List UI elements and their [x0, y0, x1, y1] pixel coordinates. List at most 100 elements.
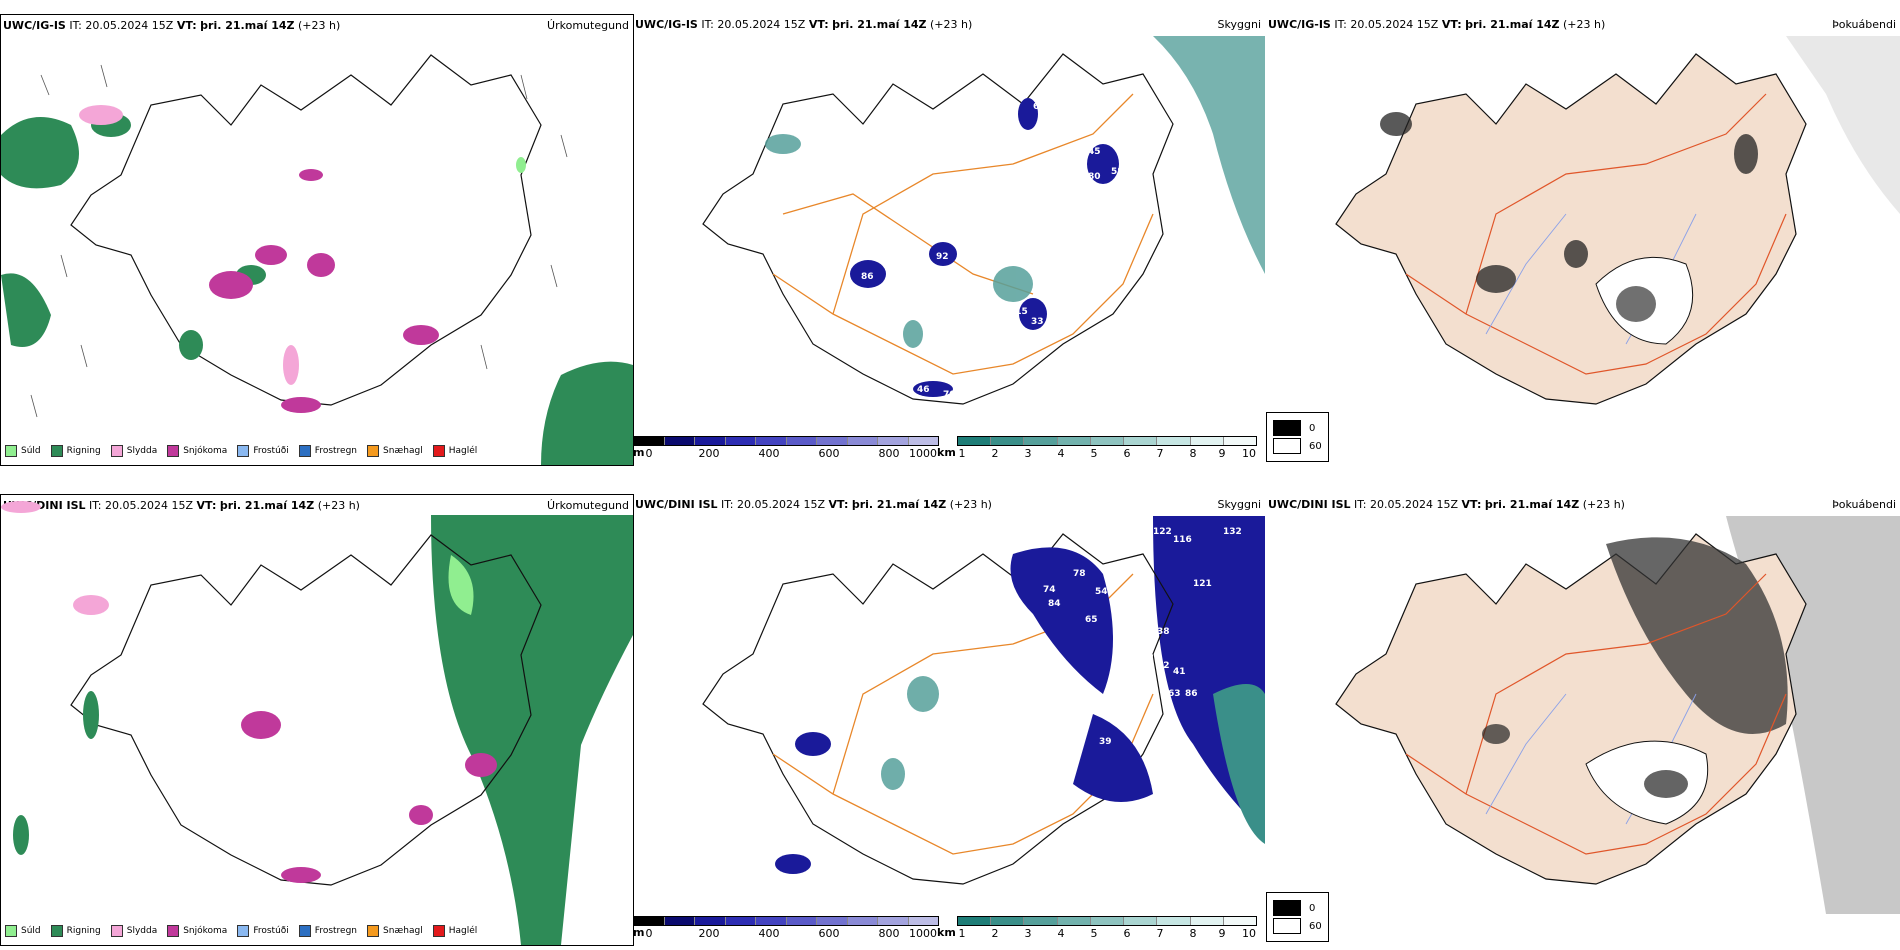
cloud-label: 43 — [1143, 683, 1156, 693]
legend-item: Frostregn — [298, 925, 357, 937]
legend-item: Rigning — [50, 925, 101, 937]
cloud-label: 46 — [917, 385, 930, 395]
tick-label: 6 — [1123, 447, 1131, 460]
fog-legend-item: 60 — [1273, 438, 1322, 454]
cloud-label: 56 — [1141, 669, 1154, 679]
cloud-label: 23 — [693, 237, 706, 247]
cloud-label: 96 — [1125, 613, 1138, 623]
ceiling-colorbar — [633, 436, 939, 446]
cloud-map: 122 116 132 349 78 74 84 54 55 65 121 96… — [702, 516, 1265, 885]
legend-item: Súld — [5, 925, 41, 937]
legend-swatch — [298, 445, 311, 457]
tick-label: 2 — [991, 447, 999, 460]
panel-header: UWC/DINI ISL IT: 20.05.2024 15Z VT: þri.… — [635, 498, 992, 511]
legend-swatch — [5, 445, 17, 457]
tick-label: 2 — [991, 927, 999, 940]
cloud-label: 14 — [1111, 272, 1124, 282]
cloud-panel-row1: UWC/IG-IS IT: 20.05.2024 15Z VT: þri. 21… — [633, 14, 1265, 464]
cloud-label: 67 — [1038, 335, 1051, 345]
cloud-label: 74 — [1043, 585, 1056, 595]
tick-label: 1 — [958, 447, 966, 460]
cloud-label: 122 — [1153, 527, 1172, 537]
tick-label: 800 — [878, 927, 900, 940]
visibility-scale: 1 2 3 4 5 6 7 8 9 10 km — [937, 916, 1257, 940]
cloud-label: 38 — [1157, 627, 1170, 637]
legend-item: Súld — [5, 445, 41, 457]
visibility-scale: 1 2 3 4 5 6 7 8 9 10 km — [937, 436, 1257, 460]
legend-swatch — [298, 925, 311, 937]
cloud-label: 167 — [1023, 757, 1042, 767]
ceiling-scale: 0 200 400 600 800 1000 m — [633, 916, 939, 940]
panel-title: Þokuábendi — [1832, 18, 1896, 31]
legend-swatch — [110, 925, 123, 937]
cloud-panel-row2: UWC/DINI ISL IT: 20.05.2024 15Z VT: þri.… — [633, 494, 1265, 944]
panel-title: Úrkomutegund — [547, 499, 629, 512]
cloud-label: 90 — [938, 862, 951, 872]
precip-legend: Súld Rigning Slydda Snjókoma Frostúði Fr… — [5, 925, 477, 937]
legend-swatch — [367, 925, 380, 937]
cloud-value-labels: 122 116 132 349 78 74 84 54 55 65 121 96… — [871, 527, 1242, 872]
visibility-unit: km — [937, 446, 956, 459]
cloud-label: 92 — [936, 252, 949, 262]
legend-swatch — [1273, 900, 1301, 916]
cloud-label: 215 — [1009, 307, 1028, 317]
legend-item: Frostregn — [298, 445, 357, 457]
cloud-label: 146 — [943, 719, 962, 729]
cloud-label: 57 — [1141, 619, 1154, 629]
tick-label: 400 — [758, 927, 780, 940]
legend-swatch — [50, 445, 63, 457]
tick-label: 200 — [698, 447, 720, 460]
cloud-label: 70 — [943, 390, 956, 400]
legend-swatch — [50, 925, 63, 937]
legend-item: Snæhagl — [367, 445, 423, 457]
cloud-label: 27 — [1133, 633, 1146, 643]
legend-swatch — [110, 445, 123, 457]
cloud-value-labels: 60 71 92 86 14 46 70 215 33 67 80 45 58 … — [693, 102, 1124, 400]
panel-header: UWC/IG-IS IT: 20.05.2024 15Z VT: þri. 21… — [3, 19, 341, 32]
tick-label: 1000 — [909, 447, 937, 460]
panel-title: Þokuábendi — [1832, 498, 1896, 511]
cloud-label: 86 — [861, 272, 874, 282]
ceiling-unit: m — [633, 446, 645, 459]
legend-item: Haglél — [432, 925, 477, 937]
tick-label: 1000 — [909, 927, 937, 940]
legend-item: Frostúði — [237, 445, 289, 457]
cloud-label: 60 — [1033, 102, 1046, 112]
tick-label: 5 — [1090, 447, 1098, 460]
cloud-label: 65 — [1085, 615, 1098, 625]
legend-swatch — [367, 445, 380, 457]
tick-label: 3 — [1024, 927, 1032, 940]
legend-item: Slydda — [110, 925, 157, 937]
cloud-label: 26 — [1141, 651, 1154, 661]
fog-panel-row1: UWC/IG-IS IT: 20.05.2024 15Z VT: þri. 21… — [1266, 14, 1900, 464]
ceiling-scale: 0 200 400 600 800 1000 m — [633, 436, 939, 460]
tick-label: 1 — [958, 927, 966, 940]
tick-label: 5 — [1090, 927, 1098, 940]
fog-legend-row1: 0 60 — [1266, 412, 1329, 462]
legend-swatch — [167, 925, 180, 937]
visibility-colorbar — [957, 436, 1257, 446]
fog-legend-item: 0 — [1273, 420, 1322, 436]
visibility-unit: km — [937, 926, 956, 939]
tick-label: 10 — [1242, 447, 1256, 460]
precip-map — [1, 54, 633, 465]
panel-header: UWC/IG-IS IT: 20.05.2024 15Z VT: þri. 21… — [635, 18, 973, 31]
cloud-map: 60 71 92 86 14 46 70 215 33 67 80 45 58 … — [693, 36, 1265, 405]
tick-label: 3 — [1024, 447, 1032, 460]
legend-item: Rigning — [50, 445, 101, 457]
cloud-label: 45 — [1088, 147, 1101, 157]
cloud-label: 58 — [1111, 167, 1124, 177]
tick-label: 7 — [1156, 927, 1164, 940]
precip-map — [1, 501, 633, 945]
tick-label: 4 — [1057, 447, 1065, 460]
fog-panel-row2: UWC/DINI ISL IT: 20.05.2024 15Z VT: þri.… — [1266, 494, 1900, 944]
legend-item: Slydda — [110, 445, 157, 457]
cloud-label: 102 — [871, 732, 890, 742]
cloud-label: 61 — [919, 347, 932, 357]
fog-map — [1335, 36, 1900, 405]
panel-title: Skyggni — [1217, 498, 1261, 511]
cloud-label: 39 — [1099, 737, 1112, 747]
tick-label: 200 — [698, 927, 720, 940]
cloud-label: 54 — [918, 862, 931, 872]
ceiling-colorbar — [633, 916, 939, 926]
